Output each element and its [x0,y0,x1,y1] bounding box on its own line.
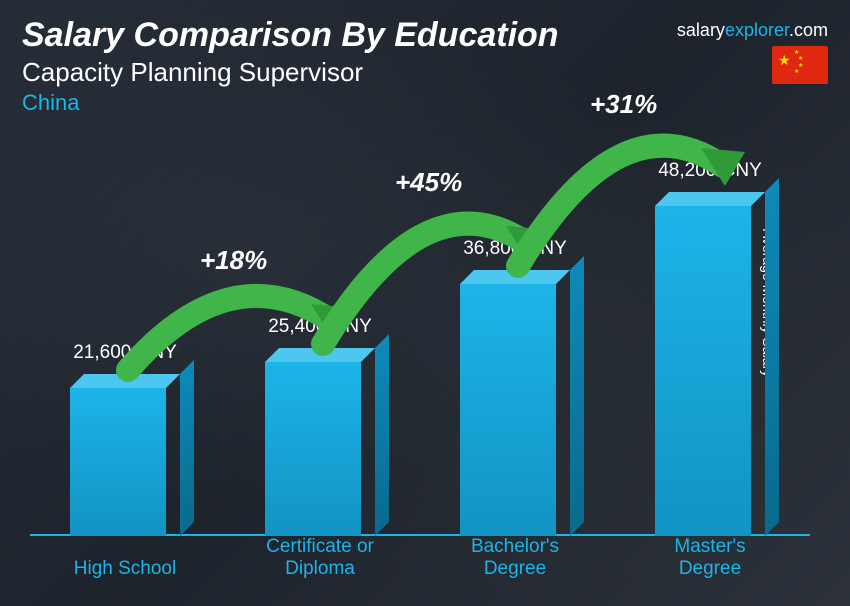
brand-suf: .com [789,20,828,40]
bar-category-label: Certificate orDiploma [225,536,415,580]
chart-subtitle: Capacity Planning Supervisor [22,57,828,88]
bar [265,362,375,536]
bar-value-label: 36,800 CNY [463,238,567,260]
bar-value-label: 21,600 CNY [73,342,177,364]
brand-watermark: salaryexplorer.com [677,20,828,41]
bar-category-label: Master'sDegree [615,536,805,580]
bar [70,388,180,536]
bar-chart: 21,600 CNY High School 25,400 CNY Certifica… [30,136,810,586]
chart-country: China [22,90,828,116]
bar-category-label: Bachelor'sDegree [420,536,610,580]
bar-category-label: High School [30,558,220,580]
chart-container: Salary Comparison By Education Capacity … [0,0,850,606]
bar [460,284,570,536]
bar-value-label: 48,200 CNY [658,160,762,182]
bar [655,206,765,536]
bar-value-label: 25,400 CNY [268,316,372,338]
increase-pct-label: +45% [395,167,462,198]
brand-mid: explorer [725,20,789,40]
header: Salary Comparison By Education Capacity … [0,0,850,116]
brand-pre: salary [677,20,725,40]
increase-pct-label: +18% [200,245,267,276]
country-flag-icon: ★ ★★★★ [772,46,828,84]
